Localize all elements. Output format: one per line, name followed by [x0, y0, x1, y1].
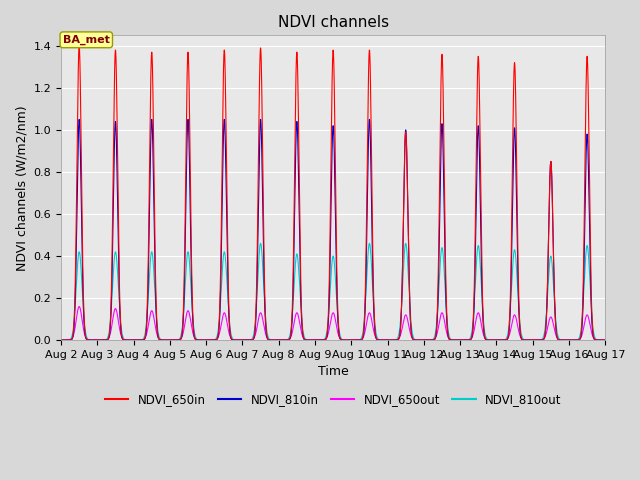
NDVI_810out — [90, 337, 97, 343]
NDVI_810in — [90, 337, 97, 343]
NDVI_650out — [76, 303, 83, 309]
NDVI_810in — [164, 337, 172, 343]
NDVI_650out — [60, 337, 67, 343]
NDVI_810in — [602, 337, 609, 343]
Line: NDVI_810out: NDVI_810out — [61, 243, 605, 340]
Title: NDVI channels: NDVI channels — [278, 15, 388, 30]
NDVI_650out — [573, 337, 580, 343]
NDVI_650in — [60, 337, 67, 343]
NDVI_650out — [80, 327, 88, 333]
NDVI_650out — [90, 337, 97, 343]
NDVI_650out — [602, 337, 609, 343]
NDVI_650in — [57, 337, 65, 343]
Line: NDVI_810in: NDVI_810in — [61, 120, 605, 340]
NDVI_810in — [60, 337, 67, 343]
Line: NDVI_650in: NDVI_650in — [61, 46, 605, 340]
Legend: NDVI_650in, NDVI_810in, NDVI_650out, NDVI_810out: NDVI_650in, NDVI_810in, NDVI_650out, NDV… — [100, 388, 566, 410]
NDVI_650in — [164, 337, 172, 343]
NDVI_810out — [80, 309, 88, 315]
NDVI_650in — [90, 337, 97, 343]
Text: BA_met: BA_met — [63, 35, 109, 45]
NDVI_810out — [57, 337, 65, 343]
NDVI_810in — [80, 308, 88, 314]
NDVI_810in — [184, 117, 192, 122]
NDVI_810out — [323, 328, 331, 334]
NDVI_810out — [365, 240, 373, 246]
NDVI_650out — [164, 337, 172, 343]
NDVI_810out — [602, 337, 609, 343]
NDVI_810in — [57, 337, 65, 343]
NDVI_650in — [323, 331, 331, 336]
NDVI_650in — [80, 300, 88, 306]
X-axis label: Time: Time — [318, 365, 349, 378]
NDVI_650out — [57, 337, 65, 343]
NDVI_810in — [323, 333, 331, 338]
NDVI_650in — [602, 337, 609, 343]
NDVI_810in — [573, 337, 580, 343]
Line: NDVI_650out: NDVI_650out — [61, 306, 605, 340]
NDVI_650out — [323, 334, 331, 340]
NDVI_810out — [164, 337, 172, 343]
NDVI_810out — [60, 337, 67, 343]
NDVI_650in — [76, 43, 83, 49]
Y-axis label: NDVI channels (W/m2/nm): NDVI channels (W/m2/nm) — [15, 105, 28, 271]
NDVI_810out — [573, 337, 580, 343]
NDVI_650in — [573, 337, 580, 343]
